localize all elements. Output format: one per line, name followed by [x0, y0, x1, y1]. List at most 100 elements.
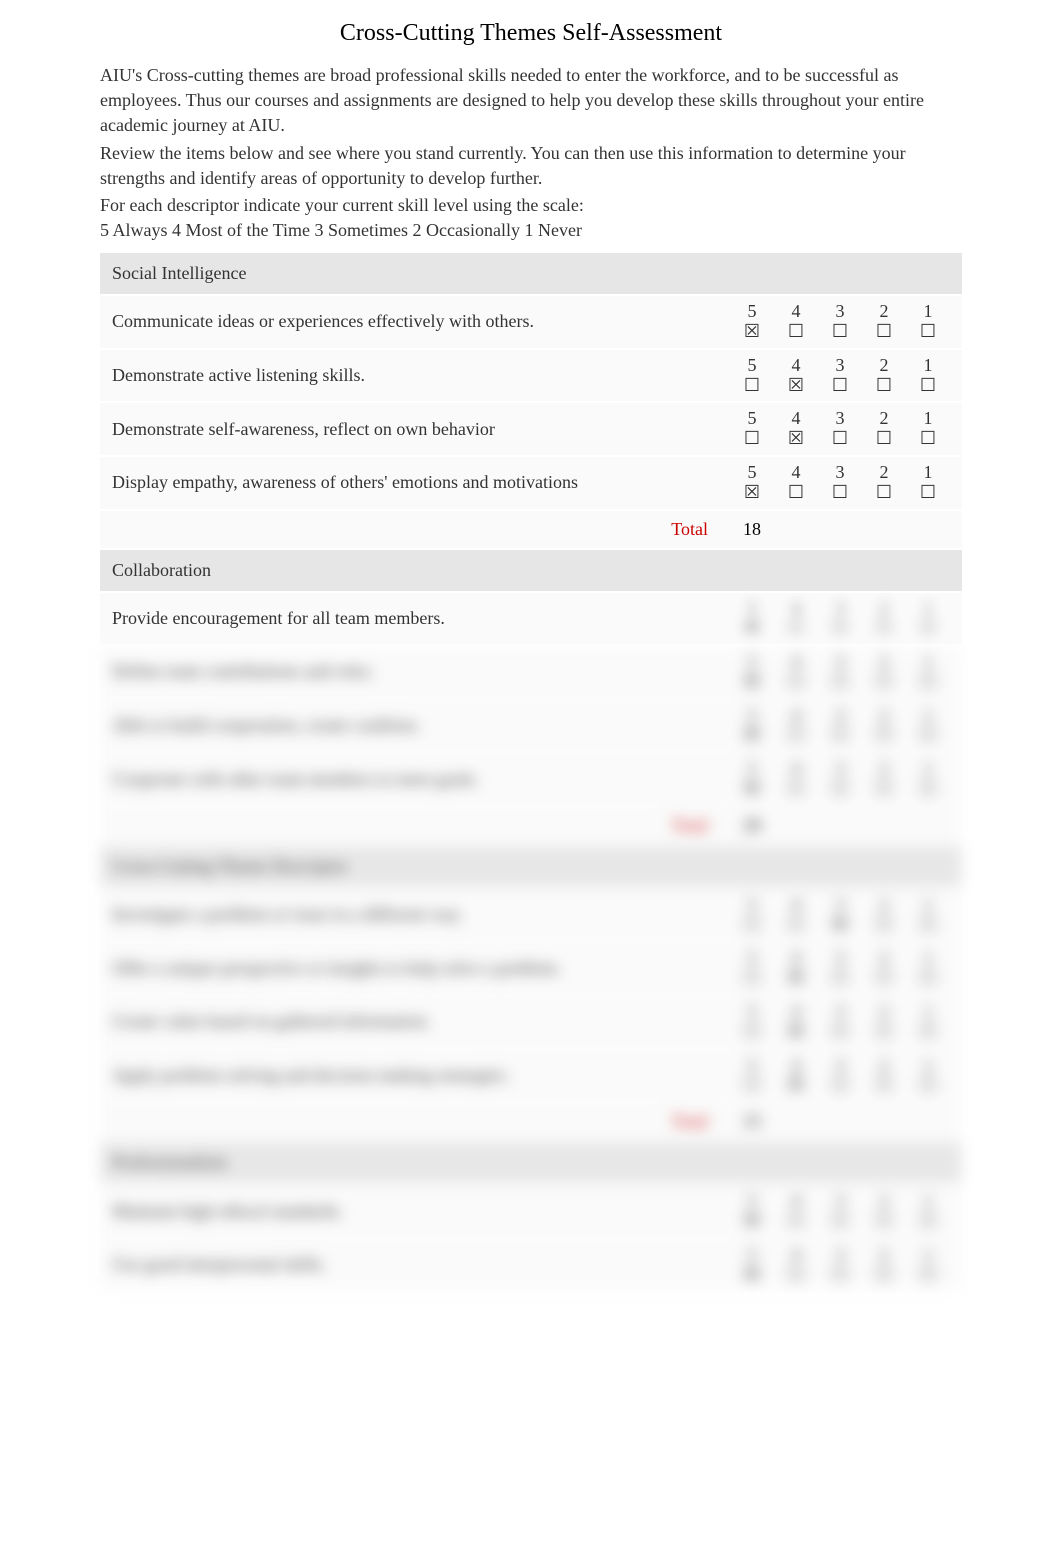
section-header: Cross-Cutting Theme Descriptor — [100, 846, 962, 889]
rating-cell: 2☐ — [862, 652, 906, 692]
rating-checkbox[interactable]: ☐ — [862, 672, 906, 692]
rating-checkbox[interactable]: ☐ — [818, 322, 862, 342]
rating-checkbox[interactable]: ☒ — [730, 725, 774, 745]
rating-checkbox[interactable]: ☐ — [862, 915, 906, 935]
rating-checkbox[interactable]: ☐ — [906, 1265, 950, 1285]
scale-legend: 5 Always 4 Most of the Time 3 Sometimes … — [100, 220, 962, 241]
rating-cell: 4☒ — [774, 356, 818, 396]
rating-checkbox[interactable]: ☐ — [862, 968, 906, 988]
row-descriptor: Apply problem solving and decision makin… — [112, 1065, 730, 1086]
rating-checkbox[interactable]: ☐ — [906, 779, 950, 799]
rating-checkbox[interactable]: ☐ — [906, 915, 950, 935]
rating-checkbox[interactable]: ☐ — [774, 618, 818, 638]
assessment-row: Cooperate with other team members to mee… — [100, 753, 962, 807]
rating-checkbox[interactable]: ☒ — [730, 1211, 774, 1231]
rating-checkbox[interactable]: ☐ — [818, 429, 862, 449]
rating-checkbox[interactable]: ☐ — [862, 779, 906, 799]
rating-cell: 2☐ — [862, 302, 906, 342]
rating-number: 2 — [862, 895, 906, 915]
rating-checkbox[interactable]: ☒ — [730, 618, 774, 638]
rating-checkbox[interactable]: ☐ — [906, 322, 950, 342]
rating-checkbox[interactable]: ☐ — [818, 725, 862, 745]
rating-checkbox[interactable]: ☒ — [774, 1075, 818, 1095]
rating-checkbox[interactable]: ☒ — [774, 968, 818, 988]
assessment-row: Create value based on gathered informati… — [100, 996, 962, 1050]
rating-checkbox[interactable]: ☐ — [818, 1265, 862, 1285]
rating-group: 5☐4☒3☐2☐1☐ — [730, 1056, 950, 1096]
rating-number: 5 — [730, 652, 774, 672]
rating-checkbox[interactable]: ☐ — [906, 1075, 950, 1095]
rating-checkbox[interactable]: ☒ — [774, 1022, 818, 1042]
assessment-row: Demonstrate active listening skills.5☐4☒… — [100, 350, 962, 404]
rating-checkbox[interactable]: ☐ — [906, 1022, 950, 1042]
rating-checkbox[interactable]: ☐ — [774, 322, 818, 342]
rating-checkbox[interactable]: ☐ — [906, 483, 950, 503]
rating-checkbox[interactable]: ☐ — [774, 1265, 818, 1285]
rating-cell: 4☐ — [774, 463, 818, 503]
rating-checkbox[interactable]: ☐ — [774, 779, 818, 799]
rating-cell: 1☐ — [906, 1002, 950, 1042]
rating-cell: 4☐ — [774, 599, 818, 639]
rating-checkbox[interactable]: ☐ — [818, 672, 862, 692]
rating-number: 4 — [774, 895, 818, 915]
rating-checkbox[interactable]: ☐ — [862, 1022, 906, 1042]
rating-checkbox[interactable]: ☐ — [774, 672, 818, 692]
row-descriptor: Offer a unique perspective or insights t… — [112, 958, 730, 979]
rating-checkbox[interactable]: ☐ — [818, 618, 862, 638]
rating-checkbox[interactable]: ☐ — [906, 618, 950, 638]
rating-number: 2 — [862, 652, 906, 672]
rating-checkbox[interactable]: ☒ — [730, 672, 774, 692]
rating-checkbox[interactable]: ☐ — [730, 429, 774, 449]
rating-checkbox[interactable]: ☐ — [818, 1211, 862, 1231]
rating-checkbox[interactable]: ☐ — [730, 1022, 774, 1042]
rating-checkbox[interactable]: ☐ — [862, 1265, 906, 1285]
rating-number: 4 — [774, 302, 818, 322]
rating-checkbox[interactable]: ☐ — [862, 618, 906, 638]
rating-number: 2 — [862, 302, 906, 322]
rating-checkbox[interactable]: ☐ — [906, 672, 950, 692]
rating-checkbox[interactable]: ☐ — [862, 1075, 906, 1095]
rating-checkbox[interactable]: ☒ — [774, 429, 818, 449]
rating-checkbox[interactable]: ☐ — [818, 1075, 862, 1095]
rating-checkbox[interactable]: ☐ — [818, 968, 862, 988]
rating-cell: 4☐ — [774, 706, 818, 746]
rating-checkbox[interactable]: ☐ — [906, 429, 950, 449]
rating-checkbox[interactable]: ☐ — [906, 1211, 950, 1231]
rating-number: 2 — [862, 706, 906, 726]
rating-checkbox[interactable]: ☒ — [730, 483, 774, 503]
rating-checkbox[interactable]: ☒ — [818, 915, 862, 935]
rating-checkbox[interactable]: ☐ — [730, 968, 774, 988]
rating-checkbox[interactable]: ☐ — [862, 483, 906, 503]
rating-number: 3 — [818, 1056, 862, 1076]
rating-checkbox[interactable]: ☐ — [730, 1075, 774, 1095]
rating-checkbox[interactable]: ☐ — [818, 483, 862, 503]
rating-checkbox[interactable]: ☒ — [774, 376, 818, 396]
rating-checkbox[interactable]: ☐ — [730, 915, 774, 935]
rating-checkbox[interactable]: ☐ — [818, 1022, 862, 1042]
rating-checkbox[interactable]: ☐ — [862, 725, 906, 745]
rating-checkbox[interactable]: ☐ — [774, 915, 818, 935]
intro-paragraph-1: AIU's Cross-cutting themes are broad pro… — [100, 63, 962, 139]
rating-number: 1 — [906, 302, 950, 322]
rating-checkbox[interactable]: ☐ — [774, 725, 818, 745]
rating-checkbox[interactable]: ☐ — [906, 376, 950, 396]
rating-checkbox[interactable]: ☐ — [906, 968, 950, 988]
rating-checkbox[interactable]: ☐ — [862, 376, 906, 396]
rating-checkbox[interactable]: ☐ — [862, 322, 906, 342]
rating-number: 2 — [862, 1056, 906, 1076]
rating-cell: 5☒ — [730, 1245, 774, 1285]
rating-checkbox[interactable]: ☐ — [906, 725, 950, 745]
rating-checkbox[interactable]: ☒ — [730, 1265, 774, 1285]
rating-cell: 1☐ — [906, 706, 950, 746]
rating-checkbox[interactable]: ☒ — [730, 779, 774, 799]
rating-checkbox[interactable]: ☐ — [818, 376, 862, 396]
rating-checkbox[interactable]: ☐ — [862, 1211, 906, 1231]
rating-checkbox[interactable]: ☒ — [730, 322, 774, 342]
rating-checkbox[interactable]: ☐ — [730, 376, 774, 396]
rating-checkbox[interactable]: ☐ — [774, 1211, 818, 1231]
rating-checkbox[interactable]: ☐ — [818, 779, 862, 799]
rating-number: 1 — [906, 895, 950, 915]
rating-checkbox[interactable]: ☐ — [774, 483, 818, 503]
rating-number: 2 — [862, 759, 906, 779]
rating-checkbox[interactable]: ☐ — [862, 429, 906, 449]
